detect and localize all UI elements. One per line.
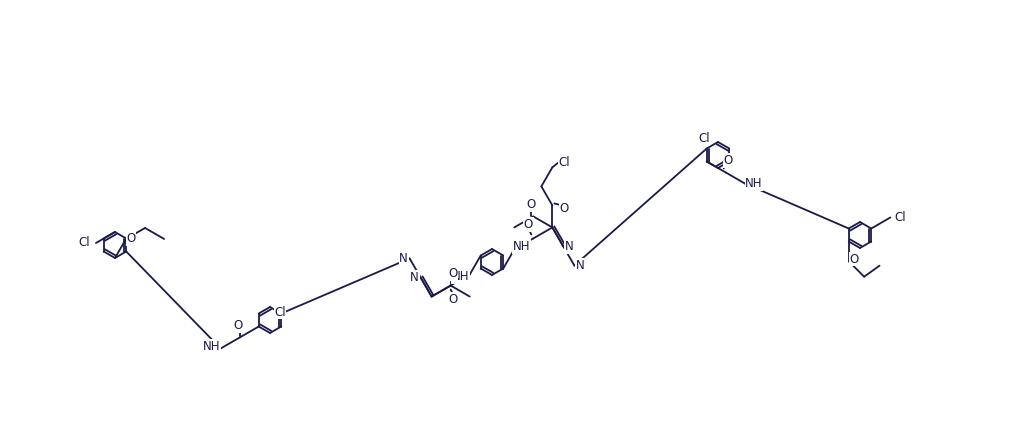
Text: N: N — [565, 240, 574, 253]
Text: O: O — [127, 233, 136, 246]
Text: Cl: Cl — [559, 156, 570, 169]
Text: NH: NH — [512, 240, 530, 253]
Text: O: O — [448, 293, 457, 306]
Text: NH: NH — [452, 270, 469, 283]
Text: NH: NH — [745, 177, 762, 190]
Text: O: O — [723, 154, 733, 167]
Text: Cl: Cl — [78, 237, 90, 249]
Text: Cl: Cl — [894, 211, 907, 224]
Text: N: N — [411, 271, 419, 284]
Text: O: O — [524, 218, 533, 231]
Text: Cl: Cl — [274, 305, 286, 319]
Text: NH: NH — [203, 340, 220, 353]
Text: N: N — [576, 259, 584, 272]
Text: N: N — [399, 252, 409, 265]
Text: Cl: Cl — [699, 132, 710, 145]
Text: O: O — [560, 202, 569, 215]
Text: O: O — [527, 198, 536, 211]
Text: O: O — [448, 267, 457, 280]
Text: O: O — [849, 253, 858, 266]
Text: O: O — [233, 319, 242, 332]
